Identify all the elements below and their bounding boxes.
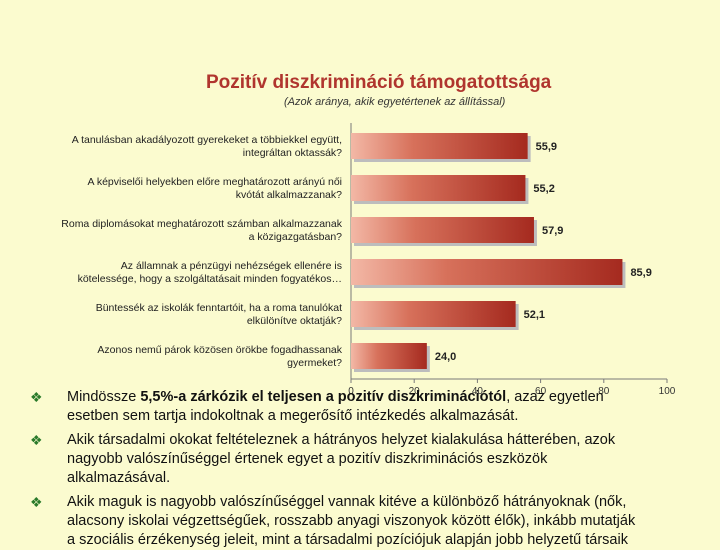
bar-value-label: 57,9 bbox=[542, 225, 563, 237]
category-label: kvótát alkalmazzanak? bbox=[236, 189, 342, 201]
category-label: elkülönítve oktatják? bbox=[247, 315, 342, 327]
chart-subtitle: (Azok aránya, akik egyetértenek az állít… bbox=[284, 96, 506, 108]
category-label: kötelessége, hogy a szolgáltatásait mind… bbox=[78, 273, 342, 285]
bullet-1-line2: esetben sem tartja indokoltnak a megerős… bbox=[67, 408, 519, 424]
bullet-2-line2: nagyobb valószínűséggel értenek egyet a … bbox=[67, 451, 548, 467]
bullet-2-line3: alkalmazásával. bbox=[67, 470, 171, 486]
x-tick-label: 60 bbox=[535, 386, 547, 397]
bar-chart: 55,9 A tanulásban akadályozott gyerekeket… bbox=[61, 123, 676, 397]
bullet-1-prefix: Mindössze bbox=[67, 389, 141, 405]
diamond-bullet-icon: ❖ bbox=[30, 432, 43, 448]
bar-value-label: 55,2 bbox=[533, 183, 554, 195]
bullet-1-bold: 5,5%-a zárkózik el teljesen a pozitív di… bbox=[140, 389, 507, 405]
bullet-3-line1: Akik maguk is nagyobb valószínűséggel va… bbox=[67, 494, 627, 510]
bullet-text-3: Akik maguk is nagyobb valószínűséggel va… bbox=[67, 493, 710, 550]
bullet-text-1: Mindössze 5,5%-a zárkózik el teljesen a … bbox=[67, 388, 710, 426]
bar bbox=[351, 259, 623, 285]
x-tick-label: 100 bbox=[659, 386, 676, 397]
bar bbox=[351, 133, 528, 159]
category-label: Azonos nemű párok közösen örökbe fogadha… bbox=[97, 344, 342, 356]
bar bbox=[351, 343, 427, 369]
category-label: A képviselői helyekben előre meghatározo… bbox=[88, 176, 343, 188]
bar bbox=[351, 217, 534, 243]
bar-value-label: 24,0 bbox=[435, 351, 456, 363]
category-label: a közigazgatásban? bbox=[249, 231, 343, 243]
bar-value-label: 85,9 bbox=[630, 267, 651, 279]
category-label: integráltan oktassák? bbox=[243, 147, 342, 159]
bullet-1-suffix: , azaz egyetlen bbox=[506, 389, 604, 405]
bar-value-label: 55,9 bbox=[536, 141, 557, 153]
category-label: Az államnak a pénzügyi nehézségek ellené… bbox=[121, 260, 342, 272]
x-tick-label: 20 bbox=[409, 386, 421, 397]
category-label: gyermeket? bbox=[287, 357, 342, 369]
chart-title: Pozitív diszkrimináció támogatottsága bbox=[206, 72, 552, 93]
category-label: A tanulásban akadályozott gyerekeket a t… bbox=[72, 134, 342, 146]
x-tick-label: 80 bbox=[598, 386, 610, 397]
category-label: Büntessék az iskolák fenntartóit, ha a r… bbox=[96, 302, 342, 314]
category-label: Roma diplomásokat meghatározott számban … bbox=[61, 218, 342, 230]
x-tick-label: 0 bbox=[348, 386, 354, 397]
bullet-3-line2: alacsony iskolai végzettségűek, rosszabb… bbox=[67, 513, 636, 529]
bar bbox=[351, 301, 516, 327]
bar-value-label: 52,1 bbox=[524, 309, 545, 321]
bullet-3-line3: a szociális érzékenység jeleit, mint a t… bbox=[67, 532, 628, 548]
diamond-bullet-icon: ❖ bbox=[30, 494, 43, 510]
bullet-2-line1: Akik társadalmi okokat feltételeznek a h… bbox=[67, 432, 616, 448]
x-tick-label: 40 bbox=[472, 386, 484, 397]
diamond-bullet-icon: ❖ bbox=[30, 389, 43, 405]
bullet-text-2: Akik társadalmi okokat feltételeznek a h… bbox=[67, 431, 710, 488]
bar bbox=[351, 175, 526, 201]
